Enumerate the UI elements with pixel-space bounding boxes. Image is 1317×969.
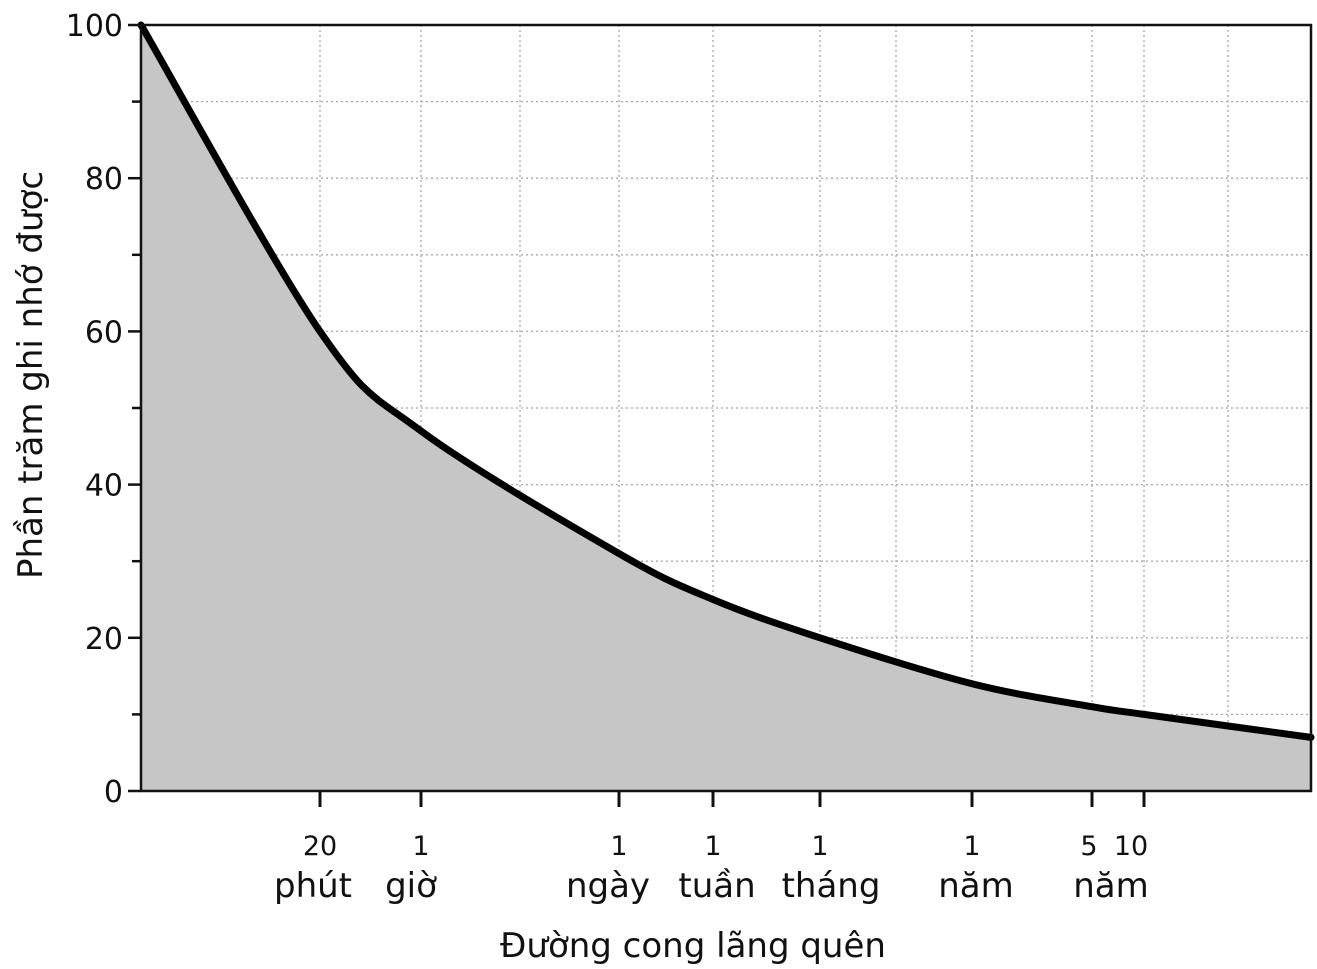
x-tick-label-bottom: tháng	[782, 866, 881, 906]
x-tick-label-top: 1	[412, 831, 429, 862]
y-tick-label: 100	[66, 9, 123, 44]
x-tick-label-top: 20	[303, 831, 337, 862]
retention-area	[141, 25, 1311, 791]
y-axis-title: Phần trăm ghi nhớ được	[11, 171, 51, 579]
x-tick-label-top: 1	[963, 831, 980, 862]
x-axis: 20 phút 1 giờ 1 ngày 1 tuần 1 tháng 1 năm 5 10 năm	[274, 791, 1149, 906]
retention-curve-line	[137, 21, 1315, 741]
y-tick-label: 60	[85, 315, 123, 350]
y-tick-label: 40	[85, 469, 123, 504]
x-tick-label-top: 5	[1080, 831, 1097, 862]
x-tick-label-top: 1	[704, 831, 721, 862]
x-tick-label-bottom: phút	[274, 866, 352, 906]
x-axis-title: Đường cong lãng quên	[500, 926, 886, 966]
y-tick-label: 20	[85, 622, 123, 657]
x-tick-label-bottom: năm	[1073, 866, 1149, 906]
x-tick-label-bottom: giờ	[385, 866, 437, 906]
y-tick-label: 0	[104, 775, 123, 810]
y-axis: 0 20 40 60 80 100	[66, 9, 141, 810]
x-tick-label-top: 10	[1114, 831, 1148, 862]
x-tick-label-top: 1	[811, 831, 828, 862]
x-tick-label-bottom: năm	[938, 866, 1014, 906]
x-tick-label-bottom: tuần	[678, 866, 755, 906]
x-tick-label-bottom: ngày	[566, 866, 650, 906]
y-tick-label: 80	[85, 162, 123, 197]
x-tick-label-top: 1	[610, 831, 627, 862]
